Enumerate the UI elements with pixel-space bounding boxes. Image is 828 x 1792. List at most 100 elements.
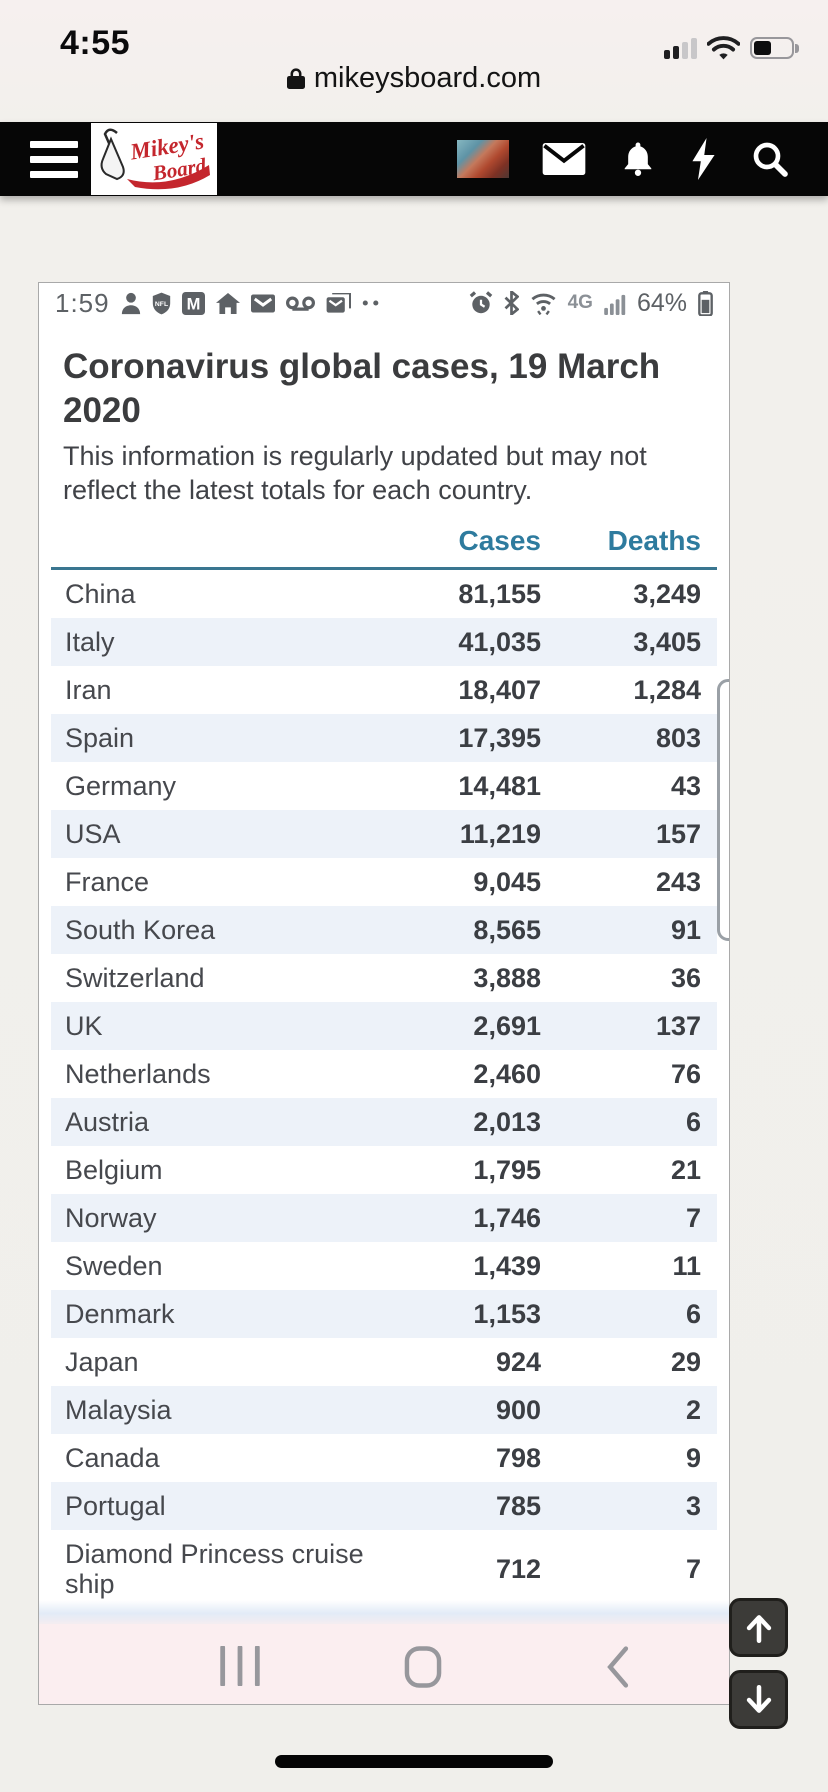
- messages-envelope-icon[interactable]: [542, 143, 586, 175]
- menu-icon[interactable]: [30, 140, 78, 178]
- lightning-bolt-icon[interactable]: [690, 138, 717, 180]
- deaths-cell: 803: [655, 723, 701, 753]
- table-row: China 81,155 3,249: [51, 569, 717, 619]
- android-clock: 1:59: [55, 287, 110, 318]
- table-row: Netherlands 2,460 76: [51, 1050, 717, 1098]
- table-row: Belgium 1,795 21: [51, 1146, 717, 1194]
- cellular-signal-icon: [664, 37, 697, 59]
- cases-cell: 1,746: [473, 1203, 541, 1233]
- cases-cell: 18,407: [458, 675, 541, 705]
- url-bar[interactable]: mikeysboard.com: [0, 62, 828, 95]
- bluetooth-icon: [504, 291, 519, 315]
- deaths-cell: 7: [685, 1203, 701, 1233]
- table-row: UK 2,691 137: [51, 1002, 717, 1050]
- back-icon: [605, 1646, 631, 1688]
- notifications-bell-icon[interactable]: [619, 140, 657, 178]
- deaths-cell: 6: [685, 1299, 701, 1329]
- country-cell: Japan: [65, 1347, 139, 1377]
- table-header-row: Cases Deaths: [51, 509, 717, 570]
- overflow-dots-icon: [362, 299, 380, 307]
- table-row: Iran 18,407 1,284: [51, 666, 717, 714]
- scroll-fade: [39, 1600, 729, 1624]
- deaths-cell: 76: [670, 1059, 701, 1089]
- lock-icon: [286, 67, 305, 90]
- svg-text:NFL: NFL: [155, 301, 168, 308]
- scrollbar-thumb: [717, 679, 729, 941]
- deaths-cell: 9: [685, 1443, 701, 1473]
- ios-status-icons: [664, 36, 799, 60]
- wifi-arrows-icon: [530, 291, 557, 315]
- table-row: Malaysia 900 2: [51, 1386, 717, 1434]
- deaths-cell: 21: [670, 1155, 701, 1185]
- network-type-badge: 4G: [567, 292, 593, 313]
- country-cell: Italy: [65, 627, 115, 657]
- country-cell: Malaysia: [65, 1395, 172, 1425]
- article-title: Coronavirus global cases, 19 March 2020: [63, 347, 661, 430]
- country-cell: Iran: [65, 675, 112, 705]
- table-row: Sweden 1,439 11: [51, 1242, 717, 1290]
- user-avatar[interactable]: [457, 140, 509, 178]
- deaths-cell: 36: [670, 963, 701, 993]
- cases-cell: 41,035: [458, 627, 541, 657]
- embedded-screenshot[interactable]: 1:59 NFL M: [38, 282, 730, 1705]
- home-icon: [215, 292, 240, 314]
- table-row: Portugal 785 3: [51, 1482, 717, 1530]
- cases-cell: 9,045: [473, 867, 541, 897]
- cases-cell: 1,795: [473, 1155, 541, 1185]
- table-row: Austria 2,013 6: [51, 1098, 717, 1146]
- country-cell: Austria: [65, 1107, 150, 1137]
- country-cell: UK: [65, 1011, 103, 1041]
- cases-cell: 14,481: [458, 771, 541, 801]
- cases-column-header: Cases: [381, 509, 541, 570]
- table-row: Japan 924 29: [51, 1338, 717, 1386]
- deaths-cell: 3,249: [633, 579, 701, 609]
- cases-cell: 785: [495, 1491, 541, 1521]
- site-logo[interactable]: Mikey's Board: [91, 123, 217, 195]
- table-row: Switzerland 3,888 36: [51, 954, 717, 1002]
- inbox-mail-icon: [250, 294, 275, 313]
- cases-cell: 2,013: [473, 1107, 541, 1137]
- deaths-cell: 43: [670, 771, 701, 801]
- url-domain: mikeysboard.com: [313, 62, 542, 94]
- android-battery-percent: 64%: [636, 288, 687, 317]
- country-cell: Netherlands: [65, 1059, 211, 1089]
- arrow-down-icon: [742, 1683, 776, 1717]
- article-subtitle: This information is regularly updated bu…: [63, 441, 647, 505]
- cases-cell: 1,153: [473, 1299, 541, 1329]
- home-indicator[interactable]: [275, 1755, 553, 1768]
- deaths-cell: 2: [685, 1395, 701, 1425]
- svg-text:M: M: [186, 294, 200, 313]
- deaths-cell: 243: [655, 867, 701, 897]
- scroll-to-bottom-button[interactable]: [729, 1670, 788, 1729]
- vacuum-icon: [103, 128, 121, 167]
- article: Coronavirus global cases, 19 March 2020 …: [39, 345, 729, 1608]
- shield-icon: NFL: [152, 292, 171, 315]
- android-signal-icon: [604, 292, 626, 315]
- cases-cell: 17,395: [458, 723, 541, 753]
- cases-cell: 11,219: [459, 819, 541, 849]
- country-cell: Germany: [65, 771, 177, 801]
- home-button-icon: [404, 1646, 442, 1688]
- recents-icon: [217, 1646, 263, 1686]
- country-cell: USA: [65, 819, 121, 849]
- cases-table: Cases Deaths China 81,155 3,249 Italy 41…: [51, 509, 717, 1608]
- deaths-cell: 29: [670, 1347, 701, 1377]
- search-icon[interactable]: [750, 139, 790, 179]
- deaths-cell: 91: [670, 915, 701, 945]
- table-row: Norway 1,746 7: [51, 1194, 717, 1242]
- country-cell: Denmark: [65, 1299, 175, 1329]
- deaths-cell: 157: [655, 819, 701, 849]
- battery-icon: [750, 37, 799, 59]
- cases-cell: 798: [495, 1443, 541, 1473]
- country-cell: Diamond Princess cruise ship: [65, 1539, 364, 1599]
- country-cell: Spain: [65, 723, 135, 753]
- cases-cell: 2,460: [473, 1059, 541, 1089]
- deaths-cell: 11: [672, 1251, 701, 1281]
- cases-table-body: China 81,155 3,249 Italy 41,035 3,405 Ir…: [51, 569, 717, 1609]
- country-cell: Sweden: [65, 1251, 163, 1281]
- country-cell: France: [65, 867, 150, 897]
- country-cell: Belgium: [65, 1155, 163, 1185]
- country-cell: Switzerland: [65, 963, 205, 993]
- scroll-to-top-button[interactable]: [729, 1598, 788, 1657]
